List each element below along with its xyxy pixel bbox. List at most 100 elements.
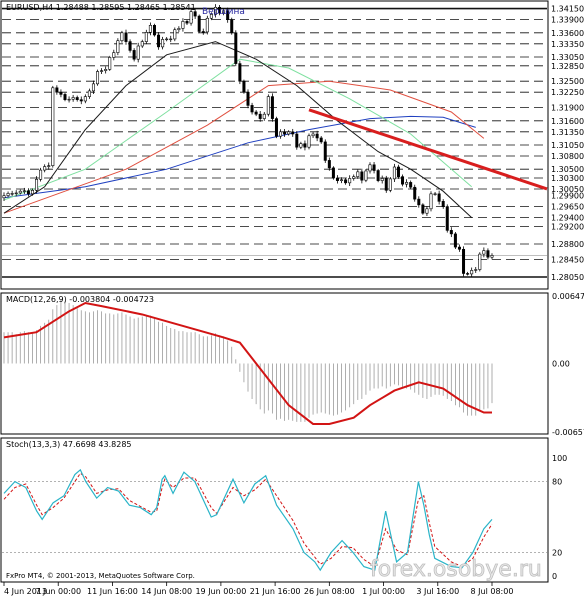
candle-body-20 xyxy=(83,96,87,102)
candle-body-111 xyxy=(453,233,457,248)
candle-body-105 xyxy=(429,193,433,210)
candle-body-53 xyxy=(218,6,222,14)
candle-body-21 xyxy=(87,90,91,97)
candle-body-82 xyxy=(335,177,339,181)
candle-body-90 xyxy=(368,164,372,172)
macd-header: MACD(12,26,9) -0.003804 -0.004723 xyxy=(6,295,154,304)
candle-body-14 xyxy=(59,91,63,95)
candle-body-109 xyxy=(445,206,449,231)
price-tick-5: 1.32850 xyxy=(551,62,584,71)
candle-body-86 xyxy=(352,176,356,179)
candle-body-96 xyxy=(392,166,396,180)
candle-body-97 xyxy=(396,166,400,177)
macd-pane-frame xyxy=(0,292,549,435)
candle-body-50 xyxy=(205,17,209,33)
candle-body-38 xyxy=(157,34,161,48)
candle-body-69 xyxy=(283,131,287,135)
candle-body-55 xyxy=(226,10,230,20)
candle-body-52 xyxy=(213,6,217,15)
ma-red-line xyxy=(3,80,485,214)
candle-body-114 xyxy=(466,273,470,275)
price-tick-20: 1.28800 xyxy=(551,240,584,249)
candle-body-80 xyxy=(327,160,331,169)
candle-body-91 xyxy=(372,164,376,171)
candle-body-32 xyxy=(132,50,136,60)
candle-body-79 xyxy=(323,141,327,161)
candle-body-65 xyxy=(266,96,270,115)
candle-body-33 xyxy=(136,45,140,60)
candle-body-78 xyxy=(319,137,323,143)
candle-body-84 xyxy=(344,179,348,184)
candle-body-102 xyxy=(417,198,421,206)
x-tick-label-3: 14 Jun 08:00 xyxy=(141,587,192,596)
candle-body-112 xyxy=(457,246,461,250)
candle-body-87 xyxy=(356,171,360,177)
x-tick-label-5: 21 Jun 16:00 xyxy=(250,587,301,596)
price-tick-22: 1.28050 xyxy=(551,273,584,282)
candle-body-0 xyxy=(2,195,6,199)
candle-body-58 xyxy=(238,63,242,82)
candle-body-42 xyxy=(173,29,177,40)
candle-body-113 xyxy=(462,248,466,274)
candle-body-75 xyxy=(307,135,311,148)
candle-body-13 xyxy=(55,87,59,93)
candle-body-54 xyxy=(222,10,226,14)
ma-green-line xyxy=(3,58,472,201)
candle-body-51 xyxy=(209,14,213,19)
price-tick-18: 1.29400 xyxy=(551,214,584,223)
candle-body-47 xyxy=(193,11,197,17)
price-tick-15: 1.30050 xyxy=(551,185,584,194)
stoch-tick-3: 0 xyxy=(552,572,557,581)
candle-body-30 xyxy=(124,32,128,42)
candle-body-106 xyxy=(433,193,437,195)
candle-body-98 xyxy=(401,176,405,185)
candle-body-100 xyxy=(409,182,413,188)
candle-body-41 xyxy=(169,38,173,41)
candle-body-76 xyxy=(311,133,315,137)
stoch-tick-2: 20 xyxy=(552,548,562,557)
candle-body-103 xyxy=(421,204,425,214)
candle-body-101 xyxy=(413,186,417,200)
candle-body-70 xyxy=(287,131,291,135)
candle-body-24 xyxy=(100,70,104,72)
candle-body-57 xyxy=(234,32,238,64)
candle-body-107 xyxy=(437,193,441,202)
candle-body-68 xyxy=(279,131,283,137)
macd-tick-1: 0.00 xyxy=(552,359,570,368)
stoch-tick-0: 100 xyxy=(552,454,567,463)
price-tick-19: 1.29200 xyxy=(551,222,584,231)
price-tick-13: 1.30500 xyxy=(551,165,584,174)
candle-body-60 xyxy=(246,91,250,106)
price-tick-11: 1.31050 xyxy=(551,141,584,150)
peak-annotation: Вершина xyxy=(202,7,245,17)
candle-body-62 xyxy=(254,111,258,115)
candle-body-73 xyxy=(299,143,303,148)
resistance-trendline xyxy=(308,108,548,191)
ma-black-line xyxy=(3,41,473,218)
candle-body-12 xyxy=(51,87,55,166)
candle-body-1 xyxy=(6,193,10,196)
stoch-tick-1: 80 xyxy=(552,478,562,487)
candle-body-34 xyxy=(140,41,144,47)
candle-body-110 xyxy=(449,230,453,235)
candle-body-18 xyxy=(75,97,79,100)
price-tick-1: 1.33900 xyxy=(551,16,584,25)
candle-body-39 xyxy=(161,39,165,48)
stoch-pane-frame xyxy=(0,437,549,583)
candle-body-49 xyxy=(201,31,205,33)
candle-body-120 xyxy=(490,255,494,258)
candle-body-35 xyxy=(144,32,148,42)
price-tick-7: 1.32250 xyxy=(551,88,584,97)
candle-body-19 xyxy=(79,99,83,102)
candle-body-59 xyxy=(242,80,246,93)
candle-body-37 xyxy=(152,25,156,36)
candle-body-31 xyxy=(128,41,132,51)
candle-body-7 xyxy=(30,190,34,195)
candle-body-26 xyxy=(108,57,112,70)
price-tick-10: 1.31350 xyxy=(551,128,584,137)
candle-body-2 xyxy=(10,193,14,195)
candle-body-89 xyxy=(364,170,368,181)
candle-body-93 xyxy=(380,178,384,181)
candle-body-25 xyxy=(104,69,108,71)
stoch-header: Stoch(13,3,3) 47.6698 43.8285 xyxy=(6,440,132,449)
